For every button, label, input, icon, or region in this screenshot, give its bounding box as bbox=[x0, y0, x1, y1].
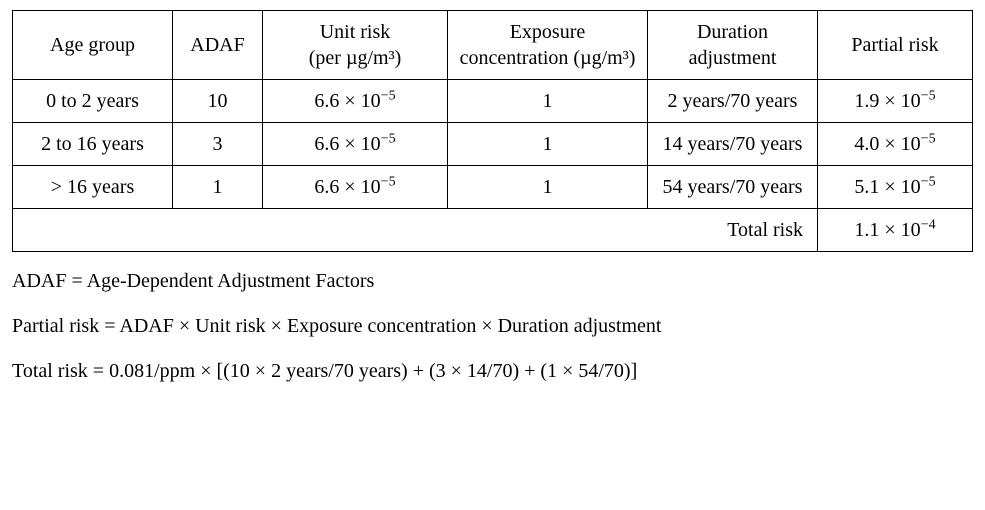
footnotes: ADAF = Age-Dependent Adjustment Factors … bbox=[12, 266, 972, 387]
col-header-duration: Duration adjustment bbox=[648, 11, 818, 80]
footnote-total-risk: Total risk = 0.081/ppm × [(10 × 2 years/… bbox=[12, 356, 972, 387]
cell-partial-risk: 4.0 × 10−5 bbox=[818, 123, 973, 166]
table-total-row: Total risk 1.1 × 10−4 bbox=[13, 209, 973, 252]
table-row: 2 to 16 years 3 6.6 × 10−5 1 14 years/70… bbox=[13, 123, 973, 166]
cell-unit-risk: 6.6 × 10−5 bbox=[263, 123, 448, 166]
col-header-partial-risk: Partial risk bbox=[818, 11, 973, 80]
cell-adaf: 3 bbox=[173, 123, 263, 166]
cell-exposure: 1 bbox=[448, 123, 648, 166]
cell-duration: 2 years/70 years bbox=[648, 80, 818, 123]
cell-duration: 14 years/70 years bbox=[648, 123, 818, 166]
cell-exposure: 1 bbox=[448, 166, 648, 209]
footnote-partial-risk: Partial risk = ADAF × Unit risk × Exposu… bbox=[12, 311, 972, 342]
table-row: 0 to 2 years 10 6.6 × 10−5 1 2 years/70 … bbox=[13, 80, 973, 123]
risk-table: Age group ADAF Unit risk (per µg/m³) Exp… bbox=[12, 10, 973, 252]
cell-adaf: 1 bbox=[173, 166, 263, 209]
cell-age: > 16 years bbox=[13, 166, 173, 209]
cell-age: 0 to 2 years bbox=[13, 80, 173, 123]
cell-adaf: 10 bbox=[173, 80, 263, 123]
table-header-row: Age group ADAF Unit risk (per µg/m³) Exp… bbox=[13, 11, 973, 80]
col-header-unit-risk: Unit risk (per µg/m³) bbox=[263, 11, 448, 80]
cell-age: 2 to 16 years bbox=[13, 123, 173, 166]
cell-partial-risk: 1.9 × 10−5 bbox=[818, 80, 973, 123]
total-blank bbox=[13, 209, 648, 252]
col-header-adaf: ADAF bbox=[173, 11, 263, 80]
cell-exposure: 1 bbox=[448, 80, 648, 123]
total-risk-label: Total risk bbox=[648, 209, 818, 252]
total-risk-value: 1.1 × 10−4 bbox=[818, 209, 973, 252]
cell-unit-risk: 6.6 × 10−5 bbox=[263, 166, 448, 209]
col-header-exposure: Exposure concentration (µg/m³) bbox=[448, 11, 648, 80]
table-row: > 16 years 1 6.6 × 10−5 1 54 years/70 ye… bbox=[13, 166, 973, 209]
footnote-adaf: ADAF = Age-Dependent Adjustment Factors bbox=[12, 266, 972, 297]
col-header-age-group: Age group bbox=[13, 11, 173, 80]
cell-partial-risk: 5.1 × 10−5 bbox=[818, 166, 973, 209]
cell-duration: 54 years/70 years bbox=[648, 166, 818, 209]
cell-unit-risk: 6.6 × 10−5 bbox=[263, 80, 448, 123]
